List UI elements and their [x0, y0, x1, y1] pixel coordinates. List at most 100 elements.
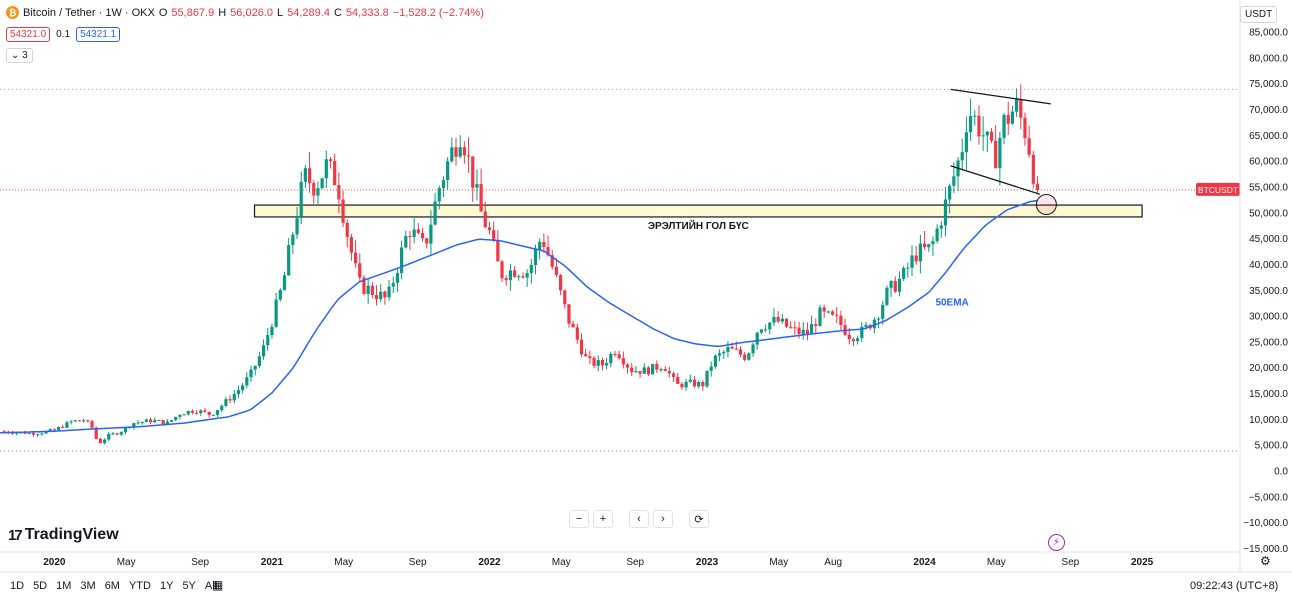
- candle-body: [433, 201, 437, 225]
- candle-body: [801, 329, 805, 334]
- range-1d[interactable]: 1D: [10, 580, 25, 592]
- candle: [943, 186, 948, 237]
- candle-body: [584, 354, 588, 357]
- candle: [119, 431, 123, 437]
- candle: [705, 370, 709, 388]
- candle-body: [366, 285, 370, 294]
- candle: [655, 360, 659, 374]
- sell-price-button[interactable]: 54321.0: [6, 27, 51, 42]
- candle-body: [743, 354, 747, 360]
- candle-body: [408, 236, 412, 238]
- candle-body: [763, 329, 768, 331]
- gear-icon[interactable]: ⚙: [1260, 554, 1271, 568]
- candle: [922, 230, 927, 250]
- candle: [466, 137, 471, 173]
- candle: [140, 421, 144, 425]
- candle-body: [1019, 99, 1023, 118]
- candle: [701, 380, 705, 391]
- y-tick-label: 80,000.0: [1249, 53, 1288, 64]
- range-3m[interactable]: 3M: [80, 580, 96, 592]
- candle: [554, 258, 559, 278]
- candle: [517, 274, 521, 281]
- candle: [851, 337, 856, 346]
- candle-body: [542, 241, 546, 248]
- candle: [441, 175, 446, 197]
- candle: [743, 352, 747, 362]
- range-ytd[interactable]: YTD: [128, 580, 151, 592]
- candle-body: [663, 369, 667, 372]
- symbol-legend[interactable]: ₿ Bitcoin / Tether · 1W · OKX O 55,867.9 …: [6, 6, 484, 19]
- candle-body: [684, 381, 688, 388]
- symbol-tag: [1196, 182, 1240, 196]
- x-tick-label: 2022: [478, 557, 501, 568]
- candle: [567, 304, 571, 328]
- candle: [989, 128, 994, 144]
- candle: [232, 389, 236, 404]
- reset-chart-button[interactable]: ⟳: [689, 510, 709, 528]
- calendar-icon[interactable]: ▦: [212, 578, 224, 592]
- candle-body: [111, 433, 115, 435]
- candle-body: [195, 412, 199, 414]
- candle-body: [358, 263, 362, 278]
- candle-body: [529, 265, 533, 273]
- candle: [366, 279, 370, 305]
- scroll-right-button[interactable]: ›: [653, 510, 673, 528]
- clock-time[interactable]: 09:22:43 (UTC+8): [1190, 580, 1279, 592]
- currency-select[interactable]: USDT: [1240, 6, 1278, 23]
- scroll-left-button[interactable]: ‹: [629, 510, 649, 528]
- candle: [768, 321, 772, 335]
- candle-body: [27, 432, 31, 434]
- range-1m[interactable]: 1M: [56, 580, 72, 592]
- symbol-title[interactable]: Bitcoin / Tether · 1W · OKX: [23, 6, 155, 19]
- range-all[interactable]: All: [204, 580, 218, 592]
- lightning-icon[interactable]: ⚡: [1048, 534, 1065, 551]
- candle-body: [922, 243, 927, 248]
- candle: [667, 366, 671, 378]
- candle-body: [676, 376, 680, 384]
- candle-body: [190, 410, 195, 413]
- candle: [462, 141, 466, 164]
- range-5y[interactable]: 5Y: [182, 580, 196, 592]
- candle-body: [186, 410, 190, 415]
- range-1y[interactable]: 1Y: [159, 580, 174, 592]
- buy-price-button[interactable]: 54321.1: [76, 27, 121, 42]
- candle-body: [207, 411, 211, 415]
- range-5d[interactable]: 5D: [33, 580, 48, 592]
- candle: [36, 433, 40, 437]
- candle-body: [437, 188, 441, 202]
- candle-body: [174, 416, 178, 420]
- range-6m[interactable]: 6M: [104, 580, 120, 592]
- tradingview-logo[interactable]: 17 TradingView: [8, 526, 119, 544]
- candle: [420, 228, 425, 242]
- candle: [56, 426, 61, 431]
- candle: [722, 349, 726, 359]
- candle: [621, 351, 625, 369]
- candle-body: [998, 137, 1002, 169]
- candle-body: [395, 273, 400, 283]
- candle: [153, 417, 157, 423]
- candle: [563, 289, 567, 309]
- candle: [73, 419, 77, 422]
- candle: [400, 240, 404, 280]
- candle: [981, 116, 985, 152]
- brand-name: TradingView: [24, 526, 119, 543]
- indicators-collapse-button[interactable]: ⌄ 3: [6, 48, 33, 63]
- candle-body: [734, 348, 738, 350]
- x-tick-label: 2025: [1131, 557, 1154, 568]
- candle-body: [726, 346, 730, 352]
- candle: [605, 358, 609, 370]
- candle: [324, 150, 328, 188]
- candle-body: [487, 227, 492, 231]
- candle: [810, 315, 814, 335]
- candle: [592, 355, 596, 369]
- candle-body: [508, 270, 512, 281]
- candle: [492, 221, 496, 242]
- x-tick-label: May: [552, 557, 571, 568]
- candle: [793, 321, 797, 336]
- candle: [316, 181, 320, 204]
- candle-body: [893, 281, 897, 292]
- candle-body: [249, 369, 253, 378]
- zoom-in-button[interactable]: +: [593, 510, 613, 528]
- zoom-out-button[interactable]: −: [569, 510, 589, 528]
